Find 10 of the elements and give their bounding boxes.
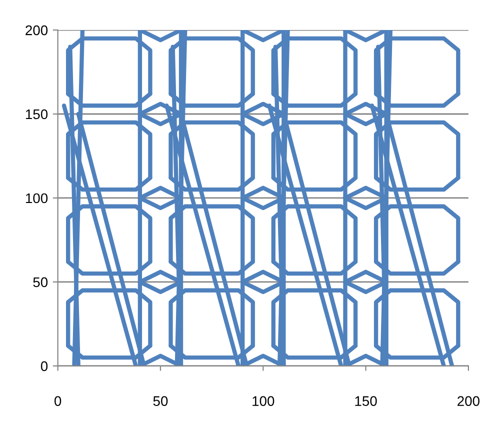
y-tick-label: 50 (33, 277, 48, 288)
x-tick-label: 100 (252, 396, 274, 406)
y-tick-label: 150 (26, 109, 48, 120)
y-tick-label: 100 (26, 193, 48, 204)
x-tick-label: 0 (54, 396, 62, 406)
y-tick-label: 200 (26, 25, 48, 36)
x-tick-label: 50 (153, 396, 168, 406)
x-tick-label: 150 (355, 396, 377, 406)
y-tick-label: 0 (40, 361, 48, 372)
x-tick-label: 200 (458, 396, 480, 406)
